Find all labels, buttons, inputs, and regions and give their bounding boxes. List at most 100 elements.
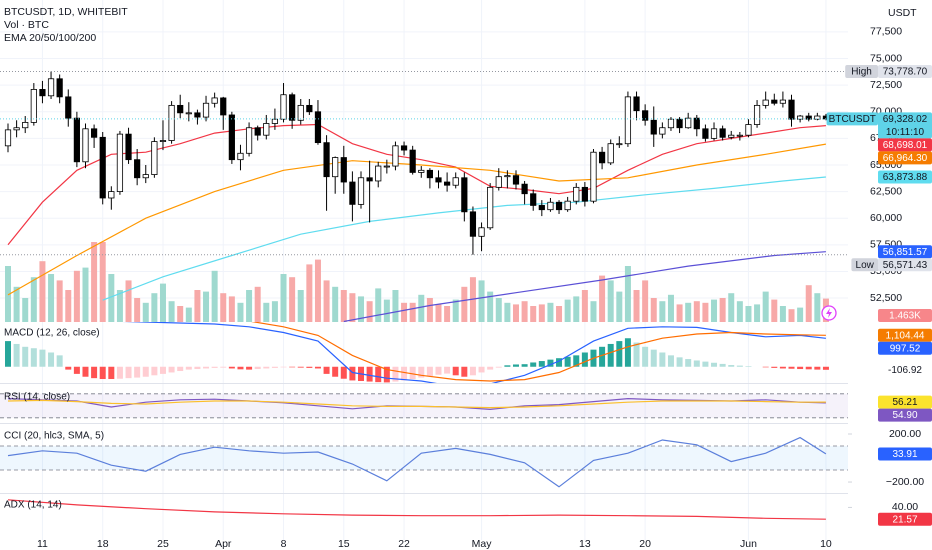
volume-bar xyxy=(702,302,709,322)
price-label-box xyxy=(878,170,932,184)
indicator-line xyxy=(343,251,826,322)
volume-bar xyxy=(82,267,89,322)
volume-bar xyxy=(728,293,735,322)
volume-label: 1.463K xyxy=(889,311,921,322)
x-tick-label: 10 xyxy=(820,538,832,550)
value-label-box xyxy=(878,408,932,422)
volume-bar xyxy=(314,259,321,322)
volume-bar xyxy=(633,290,640,322)
price-tag: High xyxy=(851,67,872,78)
histogram-bar xyxy=(82,366,89,377)
y-tick-label: 62,500 xyxy=(870,185,902,197)
candle-body xyxy=(797,115,804,120)
histogram-bar xyxy=(340,366,347,379)
histogram-bar xyxy=(779,366,786,369)
candle-body xyxy=(297,104,304,121)
candle-body xyxy=(202,102,210,118)
volume-bar xyxy=(116,290,123,322)
y-tick-label: 200.00 xyxy=(889,428,921,440)
volume-bar xyxy=(624,266,631,322)
candle-body xyxy=(779,99,787,104)
candle-body xyxy=(383,165,390,168)
candle-body xyxy=(99,136,106,199)
candle-body xyxy=(676,118,683,129)
histogram-bar xyxy=(444,366,451,374)
candle-body xyxy=(263,123,270,136)
price-label: 63,873.88 xyxy=(883,172,928,183)
candle-body xyxy=(736,134,743,137)
volume-bar xyxy=(676,304,683,322)
candle-body xyxy=(452,177,459,186)
histogram-bar xyxy=(667,355,674,367)
y-tick-label: 75,000 xyxy=(870,52,902,64)
volume-bar xyxy=(194,290,201,322)
indicator-line xyxy=(7,436,827,488)
price-tag-box xyxy=(826,112,878,126)
value-label: 54.90 xyxy=(892,410,917,421)
candle-body xyxy=(418,169,425,173)
candle-body xyxy=(400,145,408,151)
candle-body xyxy=(762,99,769,106)
price-label-time: 10:11:10 xyxy=(886,127,925,138)
ema-title: EMA 20/50/100/200 xyxy=(4,32,96,44)
candle-body xyxy=(685,117,692,129)
volume-bar xyxy=(590,301,597,322)
x-tick-label: 20 xyxy=(639,538,651,550)
volume-label-box xyxy=(878,309,932,322)
x-tick-label: Jun xyxy=(740,538,757,550)
histogram-bar xyxy=(134,366,141,378)
volume-bar xyxy=(521,301,528,322)
histogram-bar xyxy=(211,366,218,368)
volume-bar xyxy=(168,301,175,322)
histogram-bar xyxy=(418,366,425,378)
histogram-bar xyxy=(762,366,769,368)
volume-bar xyxy=(99,242,106,322)
candle-body xyxy=(555,201,563,211)
candle-body xyxy=(366,177,373,182)
pane xyxy=(4,71,830,322)
histogram-bar xyxy=(159,366,166,374)
histogram-bar xyxy=(56,355,63,367)
volume-bar xyxy=(246,290,253,322)
candle-body xyxy=(323,142,330,178)
candle-body xyxy=(788,99,795,120)
volume-bar xyxy=(5,266,11,322)
x-tick-label: 22 xyxy=(398,538,410,550)
histogram-bar xyxy=(280,366,287,368)
volume-bar xyxy=(125,280,132,322)
histogram-bar xyxy=(642,346,649,367)
histogram-bar xyxy=(13,343,20,367)
volume-bar xyxy=(332,286,339,322)
histogram-bar xyxy=(564,356,571,367)
candle-body xyxy=(616,143,623,146)
volume-bar xyxy=(340,290,347,322)
volume-bar xyxy=(151,293,158,322)
histogram-bar xyxy=(246,366,253,370)
candle-body xyxy=(392,145,399,167)
histogram-bar xyxy=(401,366,408,381)
histogram-bar xyxy=(151,366,158,376)
volume-bar xyxy=(366,301,373,322)
histogram-bar xyxy=(306,366,313,368)
histogram-bar xyxy=(289,366,296,368)
histogram-bar xyxy=(624,338,631,367)
x-tick-label: 25 xyxy=(157,538,169,550)
volume-bar xyxy=(108,274,115,322)
x-tick-label: May xyxy=(472,538,493,550)
price-label-box xyxy=(878,65,932,79)
candle-body xyxy=(702,128,709,139)
candle-body xyxy=(624,96,632,145)
histogram-bar xyxy=(392,366,399,382)
histogram-bar xyxy=(487,366,494,370)
volume-bar xyxy=(435,304,442,322)
candle-body xyxy=(185,112,192,115)
indicator-line xyxy=(7,123,826,246)
candle-body xyxy=(245,127,253,154)
volume-bar xyxy=(185,307,192,322)
histogram-bar xyxy=(125,366,132,379)
volume-bar xyxy=(409,302,416,322)
candle-body xyxy=(581,186,588,202)
candle-body xyxy=(4,129,12,147)
plot: MACD (12, 26, close) RSI (14, close) CCI (… xyxy=(0,71,848,520)
candle-body xyxy=(607,143,614,164)
